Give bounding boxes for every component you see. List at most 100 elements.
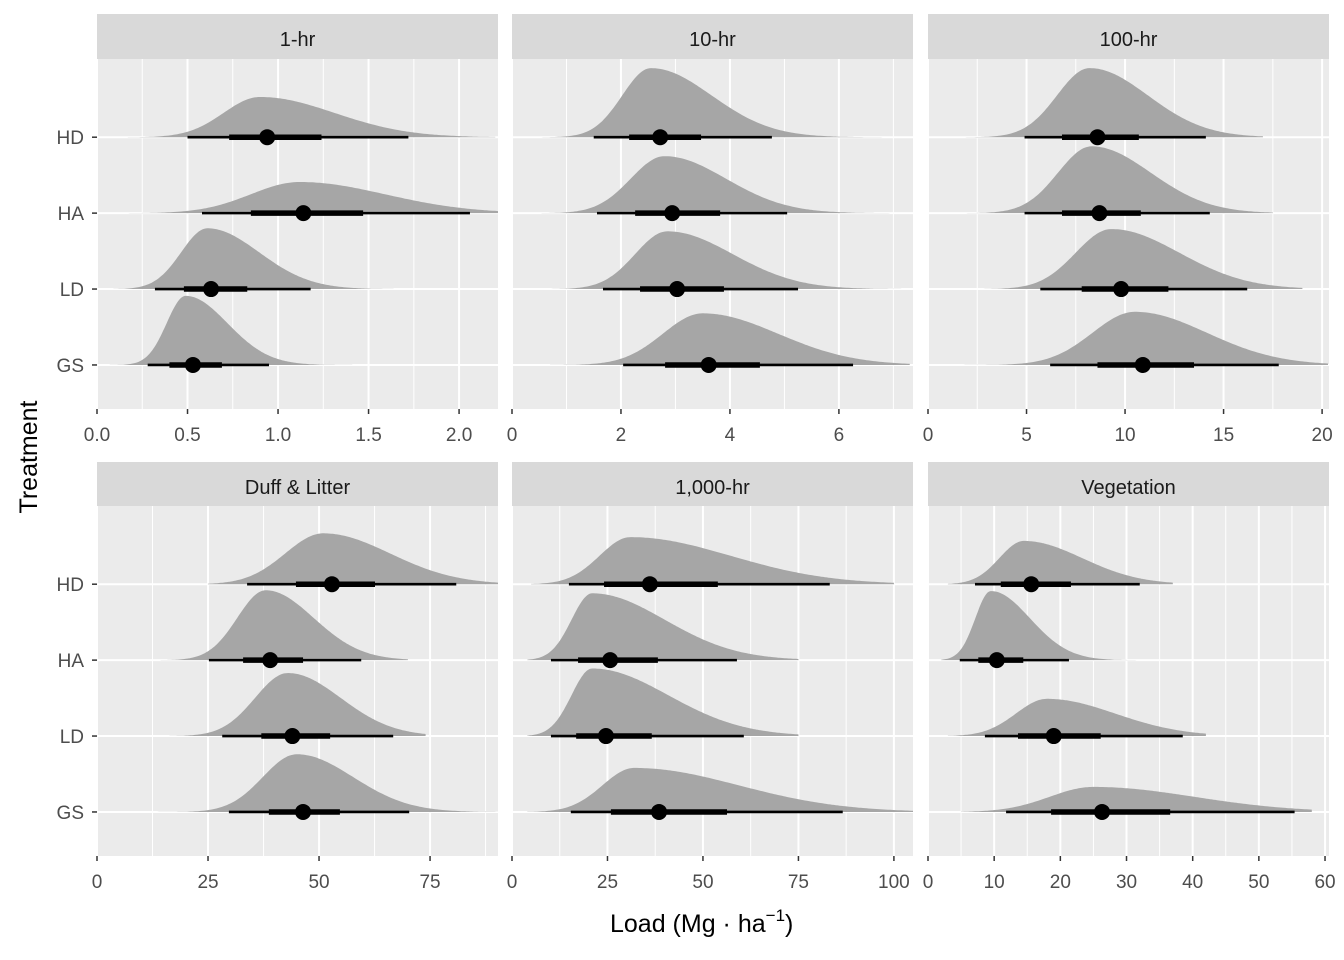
density-LD [947,698,1206,737]
density-LD [527,668,799,737]
median-point-HD [1023,576,1040,593]
median-point-HA [262,652,279,669]
density-HD [533,68,913,138]
median-point-HA [1091,205,1108,222]
density-GS [150,754,498,812]
strip-background [928,14,1329,59]
x-tick-label: 15 [1213,425,1234,446]
density-GS [109,295,353,365]
x-axis-title-close: ) [785,910,793,938]
density-HD [127,97,496,138]
x-tick-label: 0 [92,872,103,893]
median-point-HD [323,576,340,593]
panel-10-hr: 10-hr 0 2 4 6 [507,14,913,446]
strip-label: Vegetation [1081,477,1176,499]
x-axis-title-main: Load (Mg · ha [610,910,766,938]
median-point-HD [652,129,669,146]
y-tick-label: LD [60,727,84,748]
panel-vegetation: Vegetation 0 10 20 30 40 50 60 [923,462,1336,893]
x-tick-label: 1.0 [265,425,291,446]
panel-1-000-hr: 1,000-hr 0 25 50 75 100 [507,462,913,893]
x-tick-label: 30 [1116,872,1137,893]
density-HD [957,68,1263,138]
strip-label: 1,000-hr [675,477,750,499]
x-tick-label: 4 [725,425,736,446]
y-tick-label: HA [58,651,85,672]
y-tick-label: HD [57,575,84,596]
x-tick-label: 40 [1182,872,1203,893]
median-point-LD [1113,281,1130,298]
y-tick-label: HA [58,204,85,225]
median-point-GS [1134,356,1151,373]
median-point-HA [295,205,312,222]
x-tick-label: 75 [419,872,440,893]
x-tick-label: 0 [923,872,934,893]
density-HA [136,590,408,661]
density-HA [527,593,799,661]
density-HA [531,156,913,214]
density-GS [961,786,1312,812]
median-point-HD [641,576,658,593]
x-tick-label: 1.5 [355,425,381,446]
median-point-LD [203,281,220,298]
median-point-HA [602,652,619,669]
y-tick-label: GS [57,356,84,377]
x-tick-label: 5 [1021,425,1032,446]
median-point-HA [664,205,681,222]
x-axis-title: Load (Mg · ha−1) [610,906,793,938]
x-tick-label: 10 [984,872,1005,893]
strip-background [97,14,498,59]
density-LD [106,228,432,290]
median-point-GS [700,356,717,373]
y-tick-label: LD [60,280,84,301]
median-point-GS [1094,803,1111,820]
y-tick-label: GS [57,803,84,824]
median-point-GS [651,803,668,820]
median-point-GS [295,803,312,820]
density-GS [527,767,913,812]
density-LD [541,231,913,290]
strip-background [97,462,498,506]
x-tick-label: 25 [597,872,618,893]
median-point-HD [259,129,276,146]
x-tick-label: 0 [507,872,518,893]
x-tick-label: 0.0 [84,425,110,446]
density-LD [136,673,426,737]
x-tick-label: 75 [788,872,809,893]
median-point-GS [184,356,201,373]
panel-duff-litter: Duff & Litter 0 25 50 75 HD HA LD GS [57,462,498,893]
median-point-LD [284,728,301,745]
median-point-LD [597,728,614,745]
x-tick-label: 25 [197,872,218,893]
x-tick-label: 50 [1248,872,1269,893]
strip-background [512,14,913,59]
x-tick-label: 100 [878,872,910,893]
x-tick-label: 50 [692,872,713,893]
strip-label: 10-hr [689,29,736,51]
median-point-LD [1045,728,1062,745]
panel-1-hr: 1-hr 0.0 0.5 1.0 1.5 2.0 HD HA LD GS [57,14,498,446]
x-tick-label: 60 [1314,872,1335,893]
median-point-HD [1089,129,1106,146]
x-tick-label: 10 [1114,425,1135,446]
strip-label: 1-hr [280,29,316,51]
x-tick-label: 50 [308,872,329,893]
x-tick-label: 2.0 [446,425,472,446]
x-tick-label: 0.5 [174,425,200,446]
density-HD [208,533,498,585]
y-tick-label: HD [57,128,84,149]
x-tick-label: 0 [507,425,518,446]
density-HD [947,540,1173,585]
x-tick-label: 2 [616,425,627,446]
x-tick-label: 20 [1050,872,1071,893]
strip-label: Duff & Litter [245,477,351,499]
density-LD [959,229,1303,290]
x-tick-label: 20 [1312,425,1333,446]
density-HA [941,591,1259,661]
strip-label: 100-hr [1100,29,1158,51]
median-point-LD [669,281,686,298]
x-tick-label: 6 [834,425,845,446]
density-GS [963,311,1329,365]
x-axis-title-sup: −1 [766,906,785,925]
